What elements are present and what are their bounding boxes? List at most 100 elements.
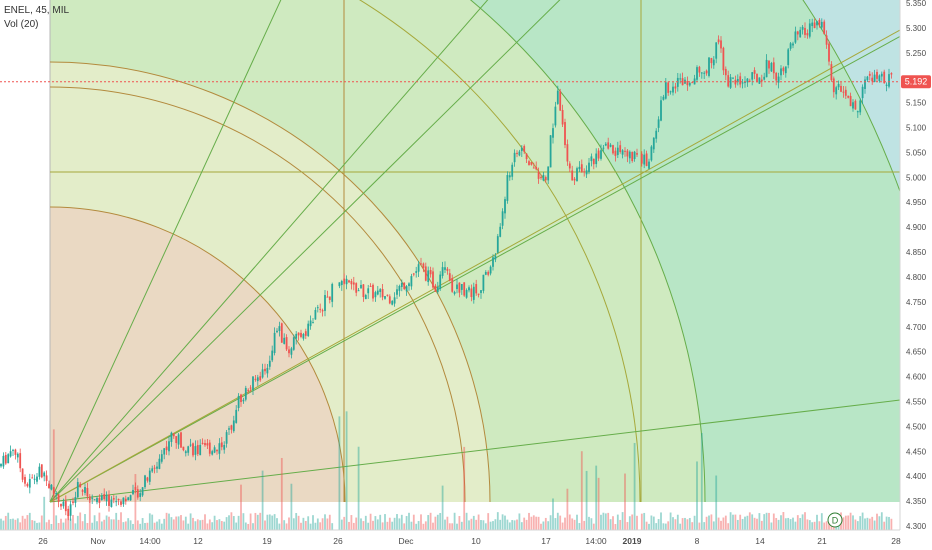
volume-bar — [21, 515, 24, 530]
price-tick-label: 4.750 — [906, 298, 927, 307]
candle-body — [412, 273, 415, 275]
volume-bar — [852, 515, 854, 530]
candle-body — [640, 153, 643, 164]
volume-bar — [585, 470, 588, 530]
volume-bar — [208, 519, 211, 530]
volume-bar — [14, 519, 17, 530]
volume-bar — [355, 517, 358, 530]
candle-body — [307, 323, 310, 336]
volume-bar — [12, 518, 14, 530]
candle-body — [230, 425, 233, 430]
volume-bar — [602, 512, 605, 530]
volume-bar — [616, 514, 619, 530]
volume-bar — [170, 517, 173, 530]
volume-bar — [758, 513, 761, 530]
volume-bar — [237, 515, 240, 530]
volume-bar — [98, 512, 101, 530]
volume-bar — [878, 516, 881, 530]
volume-bar — [393, 517, 396, 530]
candle-body — [64, 500, 67, 512]
candle-body — [746, 78, 749, 83]
candle-body — [36, 476, 38, 482]
volume-bar — [849, 512, 852, 530]
candle-body — [477, 293, 480, 295]
candle-body — [861, 86, 864, 99]
candle-body — [381, 288, 384, 298]
candle-body — [367, 288, 370, 294]
candle-body — [837, 84, 840, 88]
volume-bar — [804, 512, 806, 530]
candle-body — [578, 166, 581, 170]
candle-body — [312, 322, 314, 324]
candle-body — [110, 499, 113, 507]
volume-bar — [100, 521, 103, 530]
volume-bar — [400, 514, 403, 530]
candle-body — [232, 420, 235, 432]
fan-ray-5 — [49, 399, 900, 503]
volume-bar — [232, 516, 235, 530]
candle-body — [489, 266, 492, 274]
candle-body — [657, 119, 660, 128]
volume-bar — [780, 515, 782, 530]
candle-body — [237, 395, 240, 409]
price-tick-label: 5.150 — [906, 99, 927, 108]
candle-body — [780, 68, 782, 76]
volume-bar — [410, 521, 413, 530]
volume-bar — [288, 517, 290, 530]
volume-bar — [700, 433, 703, 530]
volume-bar — [535, 516, 538, 530]
volume-bar — [564, 517, 566, 530]
candle-body — [818, 19, 821, 26]
candle-body — [583, 171, 586, 173]
candle-body — [19, 453, 22, 469]
volume-bar — [729, 512, 732, 530]
candle-body — [134, 487, 137, 490]
candle-body — [664, 82, 667, 99]
candle-body — [328, 296, 331, 300]
volume-bar — [67, 514, 70, 530]
candle-body — [261, 369, 264, 378]
price-axis[interactable]: 4.300 4.350 4.400 4.450 4.500 4.550 4.600 4.650… — [906, 0, 927, 531]
candle-body — [525, 153, 528, 160]
candle-body — [69, 504, 72, 516]
candle-body — [21, 468, 24, 480]
volume-bar — [619, 519, 622, 530]
candle-body — [26, 483, 29, 487]
candle-body — [871, 77, 874, 82]
candle-body — [427, 270, 430, 283]
candle-body — [208, 442, 211, 454]
volume-bar — [775, 517, 778, 530]
candle-body — [856, 111, 859, 113]
candle-body — [844, 89, 847, 96]
candle-body — [52, 487, 55, 494]
candle-body — [888, 74, 890, 87]
volume-bar — [470, 518, 473, 530]
candle-body — [624, 150, 626, 152]
candle-body — [825, 35, 828, 45]
candle-body — [177, 434, 180, 445]
candle-body — [355, 283, 358, 293]
candle-body — [266, 367, 269, 374]
volume-bar — [252, 523, 254, 530]
dividend-marker[interactable]: D — [827, 512, 843, 528]
candle-body — [384, 296, 386, 299]
candle-body — [136, 489, 139, 498]
candle-body — [794, 31, 797, 43]
candle-body — [228, 428, 230, 430]
candle-body — [734, 79, 737, 85]
candle-body — [585, 170, 588, 175]
candle-body — [530, 162, 533, 165]
candle-body — [285, 337, 288, 350]
volume-bar — [751, 514, 754, 530]
volume-bar — [427, 515, 430, 530]
volume-bar — [854, 519, 857, 530]
candle-body — [885, 84, 888, 86]
volume-bar — [220, 521, 223, 530]
volume-bar — [357, 446, 360, 530]
candle-body — [420, 263, 422, 265]
candle-body — [273, 332, 276, 354]
time-axis[interactable]: 26 Nov 14:00 12 19 26 Dec 10 17 14:00 2019 8 14 21 28 — [38, 536, 901, 546]
volume-bar — [480, 520, 482, 530]
volume-bar — [547, 521, 550, 530]
